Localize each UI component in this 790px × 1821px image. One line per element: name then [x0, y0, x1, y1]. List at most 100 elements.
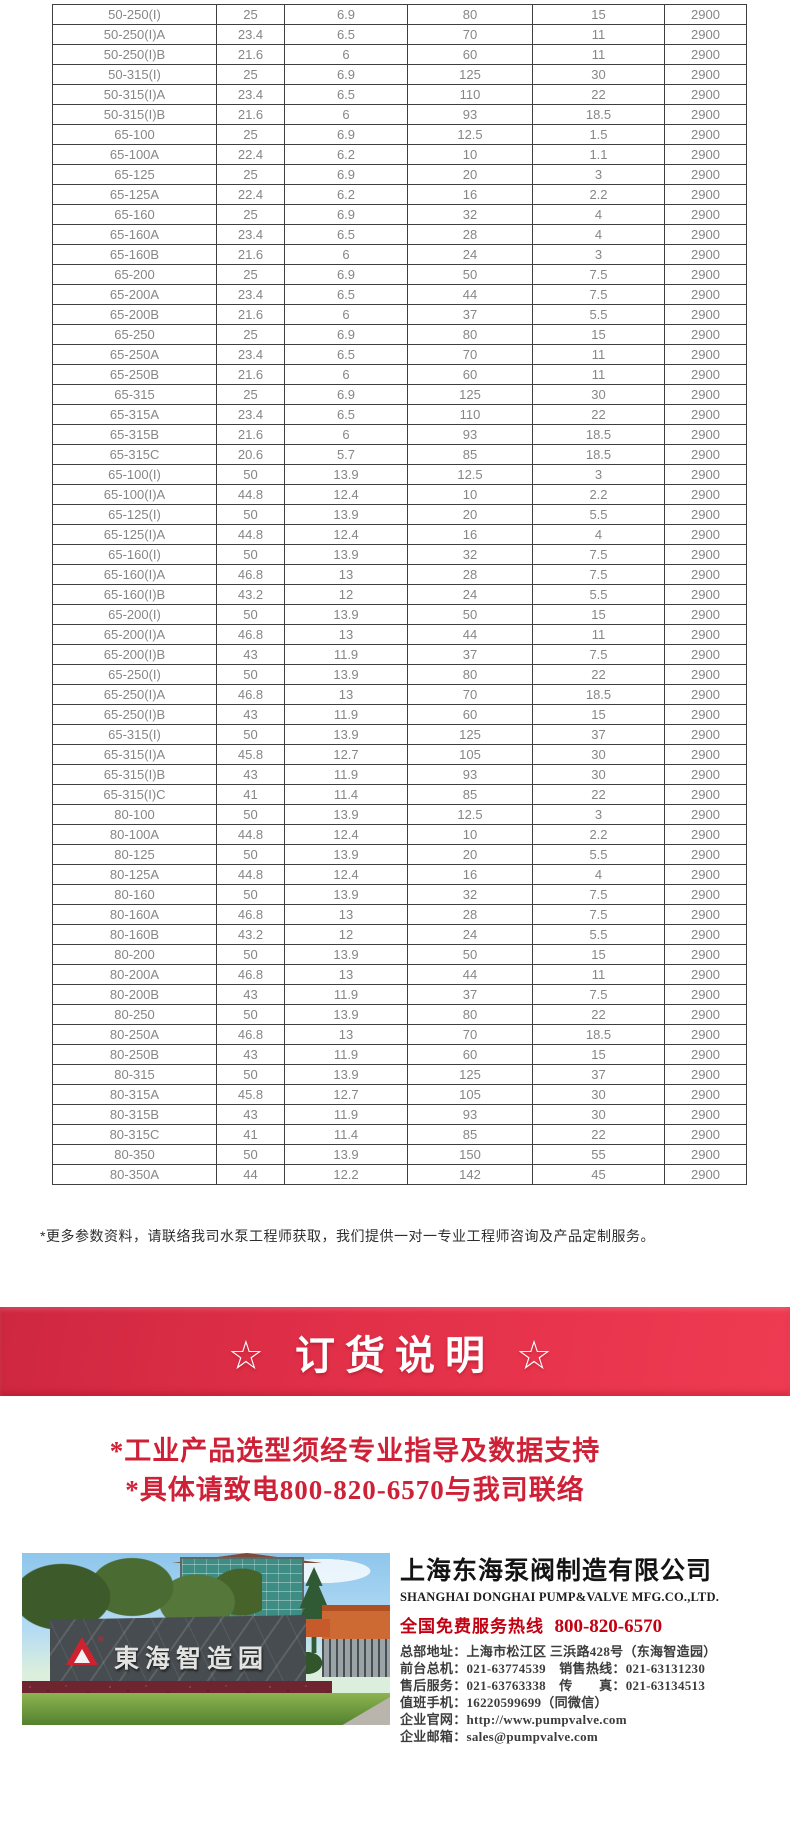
table-cell: 70 [407, 1024, 533, 1045]
table-row: 65-160 25 6.9 32 4 2900 [52, 204, 747, 225]
table-cell: 65-125(I) [52, 504, 217, 525]
table-cell: 85 [407, 1124, 533, 1145]
table-cell: 12.4 [284, 864, 408, 885]
table-cell: 2900 [664, 204, 747, 225]
table-row: 50-250(I)A 23.4 6.5 70 11 2900 [52, 24, 747, 45]
table-cell: 2900 [664, 684, 747, 705]
table-cell: 12.4 [284, 484, 408, 505]
table-cell: 2900 [664, 144, 747, 165]
pump-spec-table-wrap: 50-250(I) 25 6.9 80 15 2900 50-250(I)A 23.4 6.5 7… [52, 4, 747, 1185]
table-cell: 43.2 [216, 584, 285, 605]
table-cell: 50 [216, 1144, 285, 1165]
table-cell: 2900 [664, 484, 747, 505]
table-cell: 32 [407, 544, 533, 565]
table-cell: 2900 [664, 464, 747, 485]
table-cell: 5.5 [532, 924, 665, 945]
table-cell: 65-200B [52, 304, 217, 325]
table-cell: 13.9 [284, 804, 408, 825]
park-sign-text: 東海智造园 [114, 1645, 270, 1673]
order-instructions-title: ☆ 订货说明 ☆ [228, 1333, 562, 1378]
table-cell: 12 [284, 584, 408, 605]
table-cell: 2900 [664, 724, 747, 745]
table-cell: 6 [284, 244, 408, 265]
table-cell: 6.9 [284, 124, 408, 145]
table-cell: 60 [407, 44, 533, 65]
table-cell: 15 [532, 324, 665, 345]
table-cell: 30 [532, 384, 665, 405]
table-cell: 80-315B [52, 1104, 217, 1125]
table-cell: 46.8 [216, 1024, 285, 1045]
table-cell: 65-200(I)B [52, 644, 217, 665]
table-cell: 11.9 [284, 764, 408, 785]
table-row: 80-160 50 13.9 32 7.5 2900 [52, 884, 747, 905]
table-cell: 13 [284, 1024, 408, 1045]
table-cell: 65-250(I) [52, 664, 217, 685]
table-cell: 13 [284, 684, 408, 705]
table-cell: 3 [532, 164, 665, 185]
table-cell: 6.9 [284, 4, 408, 25]
table-cell: 80-250 [52, 1004, 217, 1025]
table-cell: 25 [216, 264, 285, 285]
table-row: 65-315 25 6.9 125 30 2900 [52, 384, 747, 405]
table-cell: 80-160A [52, 904, 217, 925]
more-params-note: *更多参数资料，请联络我司水泵工程师获取，我们提供一对一专业工程师咨询及产品定制… [40, 1228, 655, 1244]
table-cell: 2900 [664, 944, 747, 965]
table-cell: 46.8 [216, 904, 285, 925]
table-cell: 25 [216, 324, 285, 345]
table-cell: 65-125(I)A [52, 524, 217, 545]
contact-line: 企业官网：http://www.pumpvalve.com [400, 1712, 627, 1727]
table-cell: 125 [407, 1064, 533, 1085]
table-cell: 13 [284, 964, 408, 985]
table-row: 65-125(I)A 44.8 12.4 16 4 2900 [52, 524, 747, 545]
table-row: 65-315C 20.6 5.7 85 18.5 2900 [52, 444, 747, 465]
table-cell: 13 [284, 564, 408, 585]
table-cell: 2900 [664, 524, 747, 545]
company-triangle-logo-inner [74, 1649, 90, 1663]
table-cell: 2900 [664, 364, 747, 385]
table-row: 50-250(I)B 21.6 6 60 11 2900 [52, 44, 747, 65]
table-cell: 46.8 [216, 564, 285, 585]
table-cell: 2900 [664, 744, 747, 765]
table-cell: 43.2 [216, 924, 285, 945]
table-cell: 6.5 [284, 284, 408, 305]
table-cell: 3 [532, 804, 665, 825]
table-cell: 65-250 [52, 324, 217, 345]
table-cell: 2900 [664, 804, 747, 825]
table-row: 65-200A 23.4 6.5 44 7.5 2900 [52, 284, 747, 305]
table-row: 65-250(I)B 43 11.9 60 15 2900 [52, 704, 747, 725]
table-cell: 7.5 [532, 904, 665, 925]
table-cell: 18.5 [532, 444, 665, 465]
table-cell: 80 [407, 4, 533, 25]
table-cell: 44.8 [216, 484, 285, 505]
table-cell: 18.5 [532, 424, 665, 445]
table-cell: 7.5 [532, 264, 665, 285]
table-cell: 65-315 [52, 384, 217, 405]
table-cell: 45.8 [216, 1084, 285, 1105]
table-cell: 2900 [664, 44, 747, 65]
table-cell: 65-200(I)A [52, 624, 217, 645]
table-cell: 13.9 [284, 1144, 408, 1165]
table-cell: 2900 [664, 1064, 747, 1085]
table-cell: 24 [407, 924, 533, 945]
table-cell: 65-160(I)A [52, 564, 217, 585]
table-cell: 70 [407, 344, 533, 365]
table-cell: 44.8 [216, 524, 285, 545]
table-cell: 22.4 [216, 144, 285, 165]
table-cell: 50-315(I)B [52, 104, 217, 125]
table-cell: 2900 [664, 444, 747, 465]
table-cell: 13.9 [284, 604, 408, 625]
table-cell: 13.9 [284, 884, 408, 905]
table-cell: 12.5 [407, 464, 533, 485]
hotline-label: 全国免费服务热线 [400, 1617, 544, 1636]
contact-line: 前台总机：021-63774539 销售热线：021-63131230 [400, 1661, 706, 1676]
table-cell: 2900 [664, 664, 747, 685]
table-cell: 6.2 [284, 184, 408, 205]
table-cell: 7.5 [532, 284, 665, 305]
table-cell: 2900 [664, 24, 747, 45]
table-cell: 65-315(I)C [52, 784, 217, 805]
table-row: 65-250(I) 50 13.9 80 22 2900 [52, 664, 747, 685]
table-row: 65-125A 22.4 6.2 16 2.2 2900 [52, 184, 747, 205]
table-cell: 65-160B [52, 244, 217, 265]
table-cell: 65-200A [52, 284, 217, 305]
